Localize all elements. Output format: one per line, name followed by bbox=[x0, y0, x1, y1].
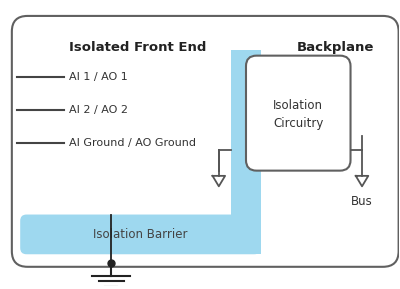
Bar bbox=[231, 50, 261, 254]
Text: Isolated Front End: Isolated Front End bbox=[68, 41, 206, 54]
Bar bbox=[231, 214, 261, 254]
Text: Backplane: Backplane bbox=[297, 41, 374, 54]
Text: AI Ground / AO Ground: AI Ground / AO Ground bbox=[69, 138, 196, 149]
Text: AI 2 / AO 2: AI 2 / AO 2 bbox=[69, 105, 128, 115]
Text: Circuitry: Circuitry bbox=[273, 117, 324, 130]
Text: Bus: Bus bbox=[351, 195, 373, 208]
Text: Isolation: Isolation bbox=[273, 99, 323, 112]
Text: Isolation Barrier: Isolation Barrier bbox=[93, 228, 188, 241]
FancyBboxPatch shape bbox=[12, 16, 399, 267]
FancyBboxPatch shape bbox=[246, 56, 350, 171]
Text: AI 1 / AO 1: AI 1 / AO 1 bbox=[69, 72, 128, 81]
FancyBboxPatch shape bbox=[20, 214, 261, 254]
